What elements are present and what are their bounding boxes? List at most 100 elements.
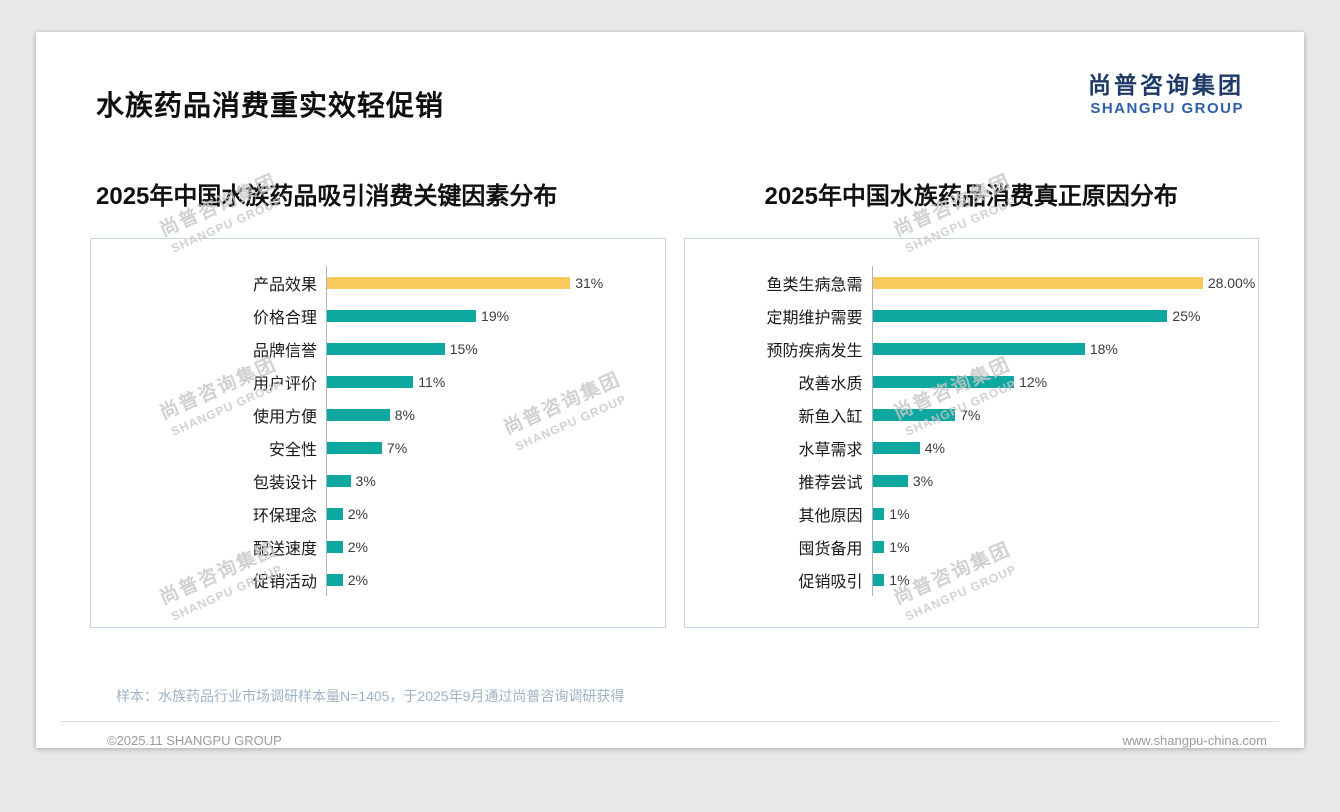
category-label: 安全性 xyxy=(268,441,317,459)
chart-title-left: 2025年中国水族药品吸引消费关键因素分布 xyxy=(96,183,558,210)
value-label: 28.00% xyxy=(1207,274,1256,291)
bar-track: 1% xyxy=(871,497,1251,530)
slide-footer: ©2025.11 SHANGPU GROUP www.shangpu-china… xyxy=(61,721,1279,748)
bar-track: 2% xyxy=(326,563,657,596)
footer-copyright: ©2025.11 SHANGPU GROUP xyxy=(107,733,282,748)
chart-title-right: 2025年中国水族药品消费真正原因分布 xyxy=(764,183,1178,210)
bar xyxy=(872,408,956,421)
value-label: 15% xyxy=(449,340,478,357)
bar-row: 囤货备用 1% xyxy=(685,530,1251,563)
bar-track: 3% xyxy=(326,464,657,497)
bar-track: 25% xyxy=(871,299,1251,332)
category-label: 环保理念 xyxy=(252,507,317,525)
bar xyxy=(872,441,920,454)
category-label: 其他原因 xyxy=(798,507,863,525)
category-label: 品牌信誉 xyxy=(252,342,317,360)
bar xyxy=(327,375,414,388)
value-label: 2% xyxy=(347,505,368,522)
bar xyxy=(327,573,343,586)
bar xyxy=(872,309,1168,322)
value-label: 25% xyxy=(1172,307,1201,324)
chart-section-left: 2025年中国水族药品吸引消费关键因素分布 产品效果 31% 价格合理 19% 品牌信誉… xyxy=(90,176,666,628)
value-label: 31% xyxy=(575,274,604,291)
value-label: 1% xyxy=(889,538,910,555)
value-label: 2% xyxy=(347,538,368,555)
category-label: 改善水质 xyxy=(798,375,863,393)
category-label: 价格合理 xyxy=(252,309,317,327)
bar-track: 7% xyxy=(871,398,1251,431)
brand-logo: 尚普咨询集团 SHANGPU GROUP xyxy=(1088,72,1244,118)
category-label: 囤货备用 xyxy=(798,540,863,558)
value-label: 1% xyxy=(889,571,910,588)
bar xyxy=(327,474,351,487)
bar-track: 2% xyxy=(326,497,657,530)
value-label: 19% xyxy=(481,307,510,324)
bar xyxy=(872,375,1015,388)
chart-section-right: 2025年中国水族药品消费真正原因分布 鱼类生病急需 28.00% 定期维护需要 25… xyxy=(683,176,1259,628)
category-label: 配送速度 xyxy=(252,540,317,558)
bar-track: 31% xyxy=(326,266,657,299)
category-label: 新鱼入缸 xyxy=(798,408,863,426)
category-label: 使用方便 xyxy=(252,408,317,426)
bar-track: 11% xyxy=(326,365,657,398)
sample-footnote: 样本：水族药品行业市场调研样本量N=1405，于2025年9月通过尚普咨询调研获… xyxy=(116,688,625,704)
value-label: 7% xyxy=(960,406,981,423)
value-label: 4% xyxy=(924,439,945,456)
value-label: 1% xyxy=(889,505,910,522)
bar-row: 预防疾病发生 18% xyxy=(685,332,1251,365)
bar xyxy=(327,276,571,289)
category-label: 产品效果 xyxy=(252,276,317,294)
slide-header: 水族药品消费重实效轻促销 尚普咨询集团 SHANGPU GROUP xyxy=(36,32,1304,124)
bar-row: 推荐尝试 3% xyxy=(685,464,1251,497)
value-label: 12% xyxy=(1019,373,1048,390)
category-label: 包装设计 xyxy=(252,474,317,492)
bar-row: 产品效果 31% xyxy=(91,266,657,299)
charts-area: 2025年中国水族药品吸引消费关键因素分布 产品效果 31% 价格合理 19% 品牌信誉… xyxy=(36,176,1304,628)
bar-row: 价格合理 19% xyxy=(91,299,657,332)
bar xyxy=(872,540,885,553)
bar-track: 1% xyxy=(871,530,1251,563)
bar-chart-key-factors: 产品效果 31% 价格合理 19% 品牌信誉 15% 用户评价 11% 使用方便 8% 安全性 7% 包… xyxy=(90,238,666,628)
value-label: 3% xyxy=(912,472,934,489)
bar-track: 15% xyxy=(326,332,657,365)
value-label: 11% xyxy=(418,373,446,390)
bar xyxy=(327,507,343,520)
bar-row: 新鱼入缸 7% xyxy=(685,398,1251,431)
category-label: 促销活动 xyxy=(252,573,317,591)
category-label: 促销吸引 xyxy=(798,573,863,591)
category-label: 预防疾病发生 xyxy=(766,342,863,360)
value-label: 7% xyxy=(386,439,408,456)
category-label: 水草需求 xyxy=(798,441,863,459)
bar-track: 7% xyxy=(326,431,657,464)
page-title: 水族药品消费重实效轻促销 xyxy=(96,90,445,121)
bar xyxy=(872,276,1203,289)
bar-track: 18% xyxy=(871,332,1251,365)
value-label: 18% xyxy=(1089,340,1118,357)
bar xyxy=(327,408,390,421)
bar-row: 品牌信誉 15% xyxy=(91,332,657,365)
bar xyxy=(872,474,908,487)
bar-track: 8% xyxy=(326,398,657,431)
bar-track: 1% xyxy=(871,563,1251,596)
bar-chart-real-reasons: 鱼类生病急需 28.00% 定期维护需要 25% 预防疾病发生 18% 改善水质 12% 新鱼入… xyxy=(683,238,1259,628)
category-label: 用户评价 xyxy=(252,375,317,393)
bar-row: 用户评价 11% xyxy=(91,365,657,398)
bar-track: 28.00% xyxy=(871,266,1255,299)
bar xyxy=(872,342,1085,355)
bar-track: 2% xyxy=(326,530,657,563)
bar-row: 使用方便 8% xyxy=(91,398,657,431)
bar-row: 配送速度 2% xyxy=(91,530,657,563)
bar-row: 促销吸引 1% xyxy=(685,563,1251,596)
footer-website: www.shangpu-china.com xyxy=(1122,733,1267,748)
brand-logo-en: SHANGPU GROUP xyxy=(1090,99,1244,117)
bar-row: 环保理念 2% xyxy=(91,497,657,530)
brand-logo-cn: 尚普咨询集团 xyxy=(1088,72,1244,98)
category-label: 定期维护需要 xyxy=(766,309,863,327)
bar xyxy=(327,441,382,454)
category-label: 鱼类生病急需 xyxy=(766,276,863,294)
bar-row: 安全性 7% xyxy=(91,431,657,464)
bar-track: 3% xyxy=(871,464,1251,497)
bar-row: 其他原因 1% xyxy=(685,497,1251,530)
bar-track: 4% xyxy=(871,431,1251,464)
bar xyxy=(872,573,885,586)
